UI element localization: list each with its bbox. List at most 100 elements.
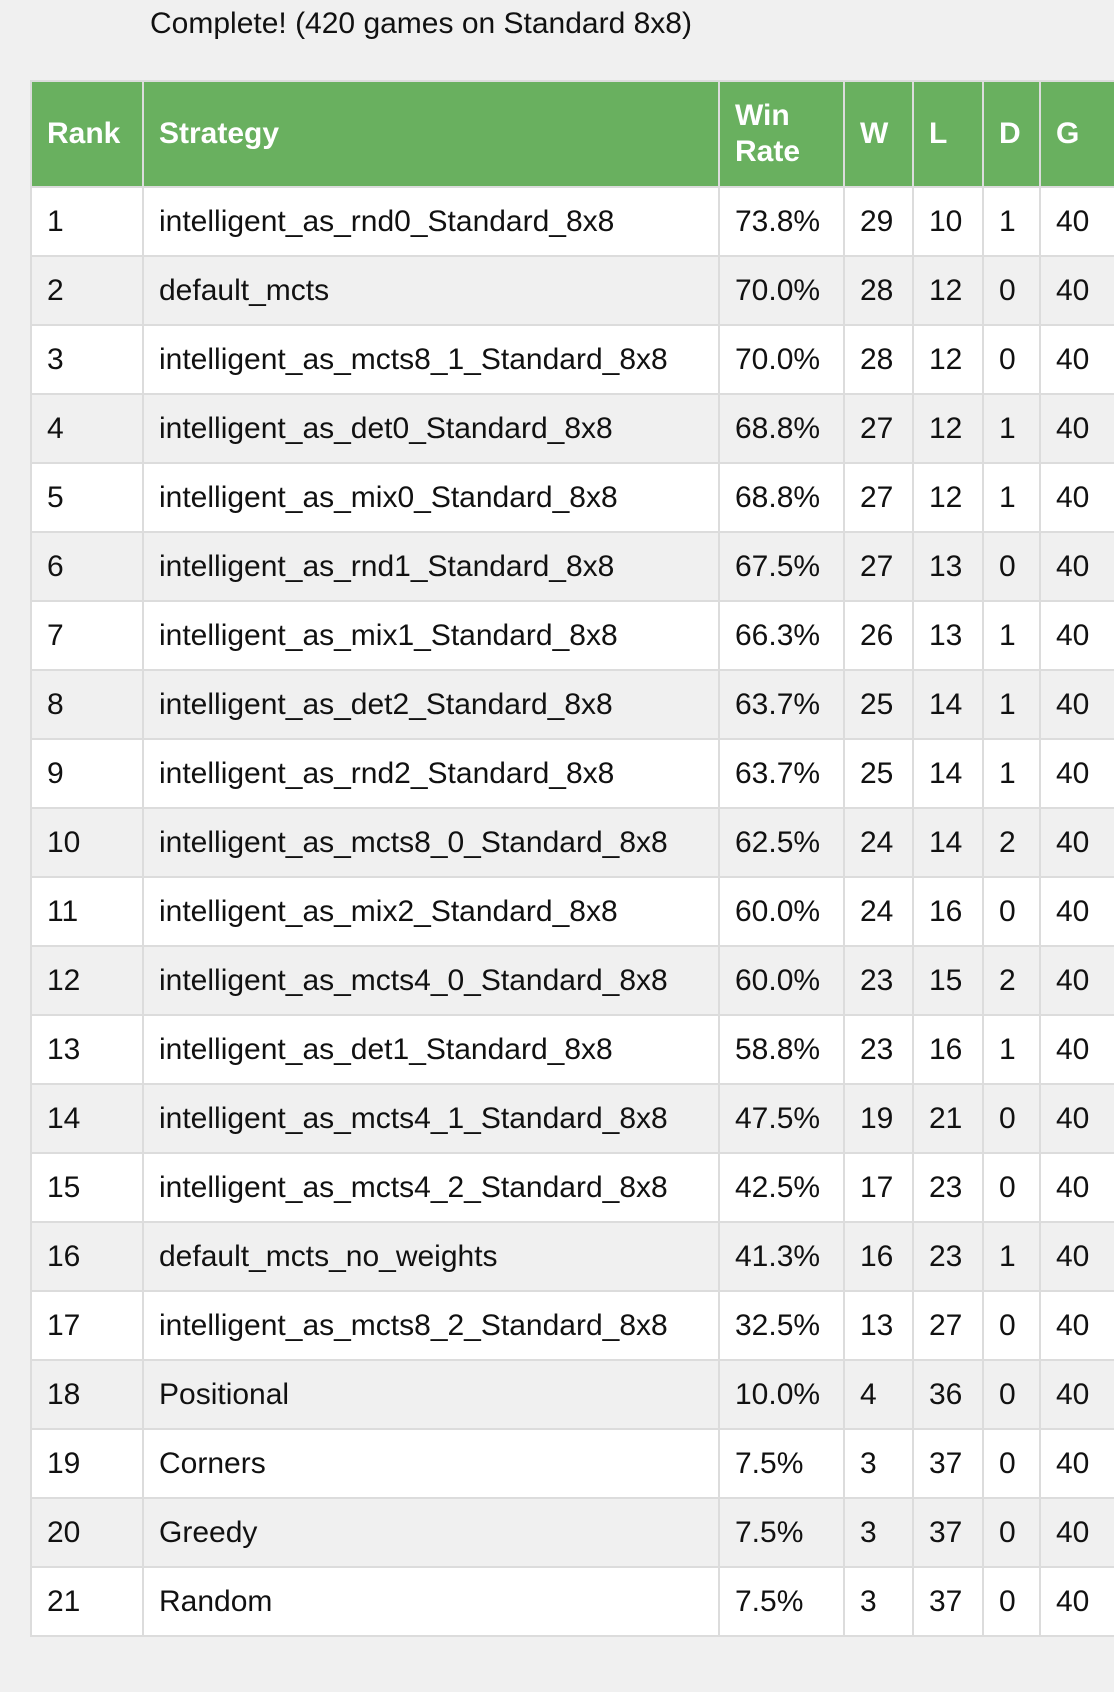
wins-cell: 16	[843, 1221, 914, 1292]
rank-cell: 21	[30, 1566, 144, 1637]
strategy-cell: intelligent_as_rnd2_Standard_8x8	[142, 738, 720, 809]
win-rate-cell: 32.5%	[718, 1290, 845, 1361]
table-row: 13 intelligent_as_det1_Standard_8x8 58.8% 2…	[30, 1014, 1114, 1085]
results-table: Rank Strategy Win Rate W L D G 1 intellig…	[30, 80, 1114, 1637]
wins-cell: 3	[843, 1566, 914, 1637]
win-rate-cell: 63.7%	[718, 738, 845, 809]
wins-cell: 28	[843, 324, 914, 395]
win-rate-cell: 63.7%	[718, 669, 845, 740]
draws-cell: 0	[982, 1428, 1041, 1499]
draws-cell: 1	[982, 600, 1041, 671]
draws-cell: 2	[982, 945, 1041, 1016]
games-cell: 40	[1039, 1428, 1114, 1499]
strategy-cell: intelligent_as_mcts8_1_Standard_8x8	[142, 324, 720, 395]
rank-cell: 7	[30, 600, 144, 671]
column-header-draws: D	[982, 80, 1041, 188]
games-cell: 40	[1039, 255, 1114, 326]
rank-cell: 9	[30, 738, 144, 809]
games-cell: 40	[1039, 738, 1114, 809]
games-cell: 40	[1039, 393, 1114, 464]
rank-cell: 11	[30, 876, 144, 947]
strategy-cell: intelligent_as_det0_Standard_8x8	[142, 393, 720, 464]
wins-cell: 24	[843, 807, 914, 878]
draws-cell: 1	[982, 669, 1041, 740]
games-cell: 40	[1039, 531, 1114, 602]
wins-cell: 29	[843, 186, 914, 257]
column-header-games: G	[1039, 80, 1114, 188]
table-row: 14 intelligent_as_mcts4_1_Standard_8x8 47.…	[30, 1083, 1114, 1154]
table-header: Rank Strategy Win Rate W L D G	[30, 80, 1114, 188]
rank-cell: 4	[30, 393, 144, 464]
games-cell: 40	[1039, 1359, 1114, 1430]
games-cell: 40	[1039, 945, 1114, 1016]
win-rate-cell: 42.5%	[718, 1152, 845, 1223]
results-table-container: Rank Strategy Win Rate W L D G 1 intellig…	[30, 80, 1114, 1637]
draws-cell: 0	[982, 1359, 1041, 1430]
rank-cell: 8	[30, 669, 144, 740]
table-row: 5 intelligent_as_mix0_Standard_8x8 68.8% 27…	[30, 462, 1114, 533]
rank-cell: 16	[30, 1221, 144, 1292]
wins-cell: 27	[843, 393, 914, 464]
win-rate-cell: 58.8%	[718, 1014, 845, 1085]
wins-cell: 3	[843, 1497, 914, 1568]
column-header-strategy: Strategy	[142, 80, 720, 188]
rank-cell: 18	[30, 1359, 144, 1430]
strategy-cell: Random	[142, 1566, 720, 1637]
wins-cell: 28	[843, 255, 914, 326]
wins-cell: 17	[843, 1152, 914, 1223]
strategy-cell: intelligent_as_rnd0_Standard_8x8	[142, 186, 720, 257]
draws-cell: 1	[982, 1014, 1041, 1085]
table-row: 10 intelligent_as_mcts8_0_Standard_8x8 62.…	[30, 807, 1114, 878]
table-row: 19 Corners 7.5% 3 37 0 40	[30, 1428, 1114, 1499]
losses-cell: 15	[912, 945, 984, 1016]
wins-cell: 26	[843, 600, 914, 671]
win-rate-cell: 70.0%	[718, 255, 845, 326]
strategy-cell: intelligent_as_mcts8_2_Standard_8x8	[142, 1290, 720, 1361]
losses-cell: 12	[912, 462, 984, 533]
wins-cell: 19	[843, 1083, 914, 1154]
wins-cell: 3	[843, 1428, 914, 1499]
losses-cell: 13	[912, 600, 984, 671]
table-row: 7 intelligent_as_mix1_Standard_8x8 66.3% 26…	[30, 600, 1114, 671]
rank-cell: 6	[30, 531, 144, 602]
losses-cell: 37	[912, 1566, 984, 1637]
win-rate-cell: 41.3%	[718, 1221, 845, 1292]
header-row: Rank Strategy Win Rate W L D G	[30, 80, 1114, 188]
wins-cell: 23	[843, 945, 914, 1016]
losses-cell: 14	[912, 738, 984, 809]
strategy-cell: Positional	[142, 1359, 720, 1430]
status-message: Complete! (420 games on Standard 8x8)	[150, 7, 692, 40]
table-row: 6 intelligent_as_rnd1_Standard_8x8 67.5% 27…	[30, 531, 1114, 602]
strategy-cell: intelligent_as_mix0_Standard_8x8	[142, 462, 720, 533]
column-header-rank: Rank	[30, 80, 144, 188]
draws-cell: 0	[982, 531, 1041, 602]
losses-cell: 16	[912, 876, 984, 947]
draws-cell: 0	[982, 255, 1041, 326]
games-cell: 40	[1039, 462, 1114, 533]
win-rate-cell: 73.8%	[718, 186, 845, 257]
win-rate-cell: 68.8%	[718, 462, 845, 533]
strategy-cell: intelligent_as_mcts4_1_Standard_8x8	[142, 1083, 720, 1154]
rank-cell: 14	[30, 1083, 144, 1154]
draws-cell: 1	[982, 462, 1041, 533]
draws-cell: 1	[982, 186, 1041, 257]
draws-cell: 1	[982, 1221, 1041, 1292]
losses-cell: 10	[912, 186, 984, 257]
strategy-cell: intelligent_as_mix1_Standard_8x8	[142, 600, 720, 671]
strategy-cell: intelligent_as_det2_Standard_8x8	[142, 669, 720, 740]
wins-cell: 27	[843, 462, 914, 533]
losses-cell: 37	[912, 1428, 984, 1499]
games-cell: 40	[1039, 669, 1114, 740]
wins-cell: 13	[843, 1290, 914, 1361]
games-cell: 40	[1039, 1083, 1114, 1154]
strategy-cell: intelligent_as_det1_Standard_8x8	[142, 1014, 720, 1085]
draws-cell: 0	[982, 1566, 1041, 1637]
draws-cell: 0	[982, 1497, 1041, 1568]
column-header-win-rate: Win Rate	[718, 80, 845, 188]
win-rate-cell: 7.5%	[718, 1497, 845, 1568]
games-cell: 40	[1039, 324, 1114, 395]
losses-cell: 37	[912, 1497, 984, 1568]
games-cell: 40	[1039, 876, 1114, 947]
wins-cell: 23	[843, 1014, 914, 1085]
wins-cell: 27	[843, 531, 914, 602]
